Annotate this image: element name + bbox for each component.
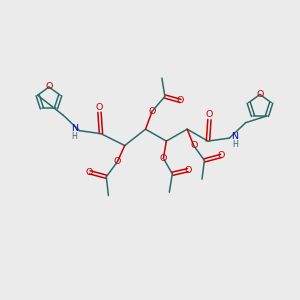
Text: O: O — [184, 166, 191, 175]
Text: N: N — [71, 124, 78, 134]
Text: O: O — [177, 97, 184, 106]
Text: H: H — [71, 132, 77, 141]
Text: O: O — [160, 154, 167, 163]
Text: H: H — [232, 140, 238, 148]
Text: N: N — [231, 132, 238, 141]
Text: O: O — [217, 152, 225, 160]
Text: O: O — [256, 90, 264, 99]
Text: O: O — [86, 168, 93, 177]
Text: O: O — [190, 141, 197, 150]
Text: O: O — [96, 103, 103, 112]
Text: O: O — [114, 158, 121, 166]
Text: O: O — [45, 82, 52, 91]
Text: O: O — [148, 107, 156, 116]
Text: O: O — [206, 110, 213, 119]
